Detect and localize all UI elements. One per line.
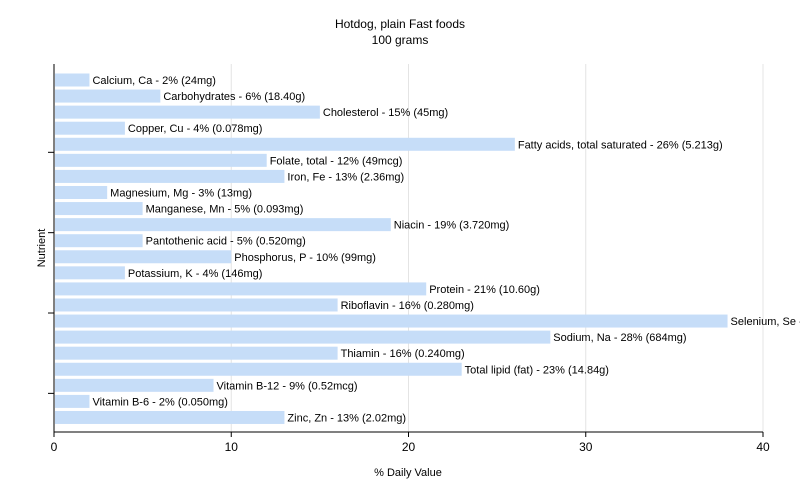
x-tick-label: 30 — [579, 440, 593, 454]
bar-label: Niacin - 19% (3.720mg) — [394, 220, 510, 232]
bar-label: Total lipid (fat) - 23% (14.84g) — [465, 364, 609, 376]
x-tick-label: 0 — [51, 440, 58, 454]
bar-label: Pantothenic acid - 5% (0.520mg) — [146, 236, 306, 248]
bar-label: Iron, Fe - 13% (2.36mg) — [287, 171, 404, 183]
bar-label: Cholesterol - 15% (45mg) — [323, 107, 448, 119]
bar-label: Thiamin - 16% (0.240mg) — [341, 348, 465, 360]
bar-label: Vitamin B-6 - 2% (0.050mg) — [92, 396, 228, 408]
bar-label: Manganese, Mn - 5% (0.093mg) — [146, 204, 304, 216]
bar — [55, 314, 728, 328]
bar-label: Calcium, Ca - 2% (24mg) — [92, 75, 215, 87]
bar-label: Copper, Cu - 4% (0.078mg) — [128, 123, 263, 135]
chart-title: Hotdog, plain Fast foods 100 grams — [0, 16, 800, 48]
bar — [55, 121, 125, 135]
bar — [55, 153, 267, 167]
axes: 0 10 20 30 40 — [48, 64, 770, 454]
bar — [55, 410, 285, 424]
bar-label: Riboflavin - 16% (0.280mg) — [341, 300, 474, 312]
bar — [55, 137, 515, 151]
chart-subtitle: 100 grams — [371, 33, 429, 47]
bar-label: Zinc, Zn - 13% (2.02mg) — [287, 412, 406, 424]
bars — [55, 73, 728, 424]
bar-label: Magnesium, Mg - 3% (13mg) — [110, 187, 252, 199]
bar — [55, 89, 161, 103]
bar — [55, 298, 338, 312]
bar-label: Carbohydrates - 6% (18.40g) — [163, 91, 305, 103]
bar — [55, 282, 427, 296]
bar-label: Phosphorus, P - 10% (99mg) — [234, 252, 376, 264]
bar-label: Fatty acids, total saturated - 26% (5.21… — [518, 139, 723, 151]
x-tick-label: 10 — [225, 440, 239, 454]
bar-label: Folate, total - 12% (49mcg) — [270, 155, 403, 167]
grid-lines — [230, 64, 764, 432]
bar-label: Sodium, Na - 28% (684mg) — [553, 332, 686, 344]
bar — [55, 185, 108, 199]
bar — [55, 378, 214, 392]
x-axis-title: % Daily Value — [374, 467, 442, 479]
y-axis-title: Nutrient — [36, 229, 48, 268]
bar — [55, 250, 232, 264]
bar — [55, 330, 551, 344]
x-tick-label: 20 — [402, 440, 416, 454]
bar — [55, 169, 285, 183]
bar-label: Protein - 21% (10.60g) — [429, 284, 540, 296]
bar-label: Selenium, Se - 38% (26.5mcg) — [731, 316, 800, 328]
bar — [55, 202, 143, 216]
chart-title-line: Hotdog, plain Fast foods — [334, 17, 466, 31]
bar-label: Vitamin B-12 - 9% (0.52mcg) — [217, 380, 358, 392]
bar — [55, 73, 90, 87]
bar — [55, 394, 90, 408]
bar-label: Potassium, K - 4% (146mg) — [128, 268, 263, 280]
bar — [55, 105, 320, 119]
x-tick-label: 40 — [756, 440, 770, 454]
bar — [55, 362, 462, 376]
bar — [55, 266, 125, 280]
bar — [55, 218, 391, 232]
bar-labels: Calcium, Ca - 2% (24mg) Carbohydrates - 6… — [92, 75, 800, 424]
bar — [55, 346, 338, 360]
bar — [55, 234, 143, 248]
